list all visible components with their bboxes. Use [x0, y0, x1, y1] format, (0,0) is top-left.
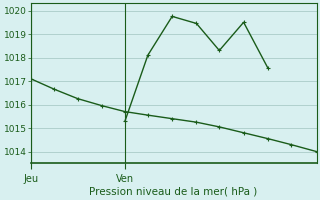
X-axis label: Pression niveau de la mer( hPa ): Pression niveau de la mer( hPa ) — [90, 187, 258, 197]
